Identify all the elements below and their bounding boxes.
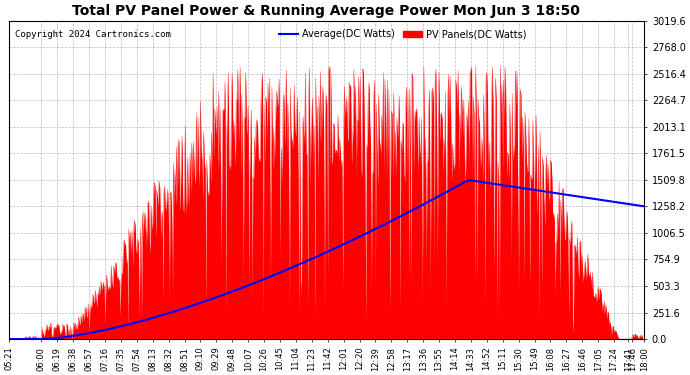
Title: Total PV Panel Power & Running Average Power Mon Jun 3 18:50: Total PV Panel Power & Running Average P… bbox=[72, 4, 580, 18]
Text: Copyright 2024 Cartronics.com: Copyright 2024 Cartronics.com bbox=[15, 30, 171, 39]
Legend: Average(DC Watts), PV Panels(DC Watts): Average(DC Watts), PV Panels(DC Watts) bbox=[275, 26, 531, 44]
